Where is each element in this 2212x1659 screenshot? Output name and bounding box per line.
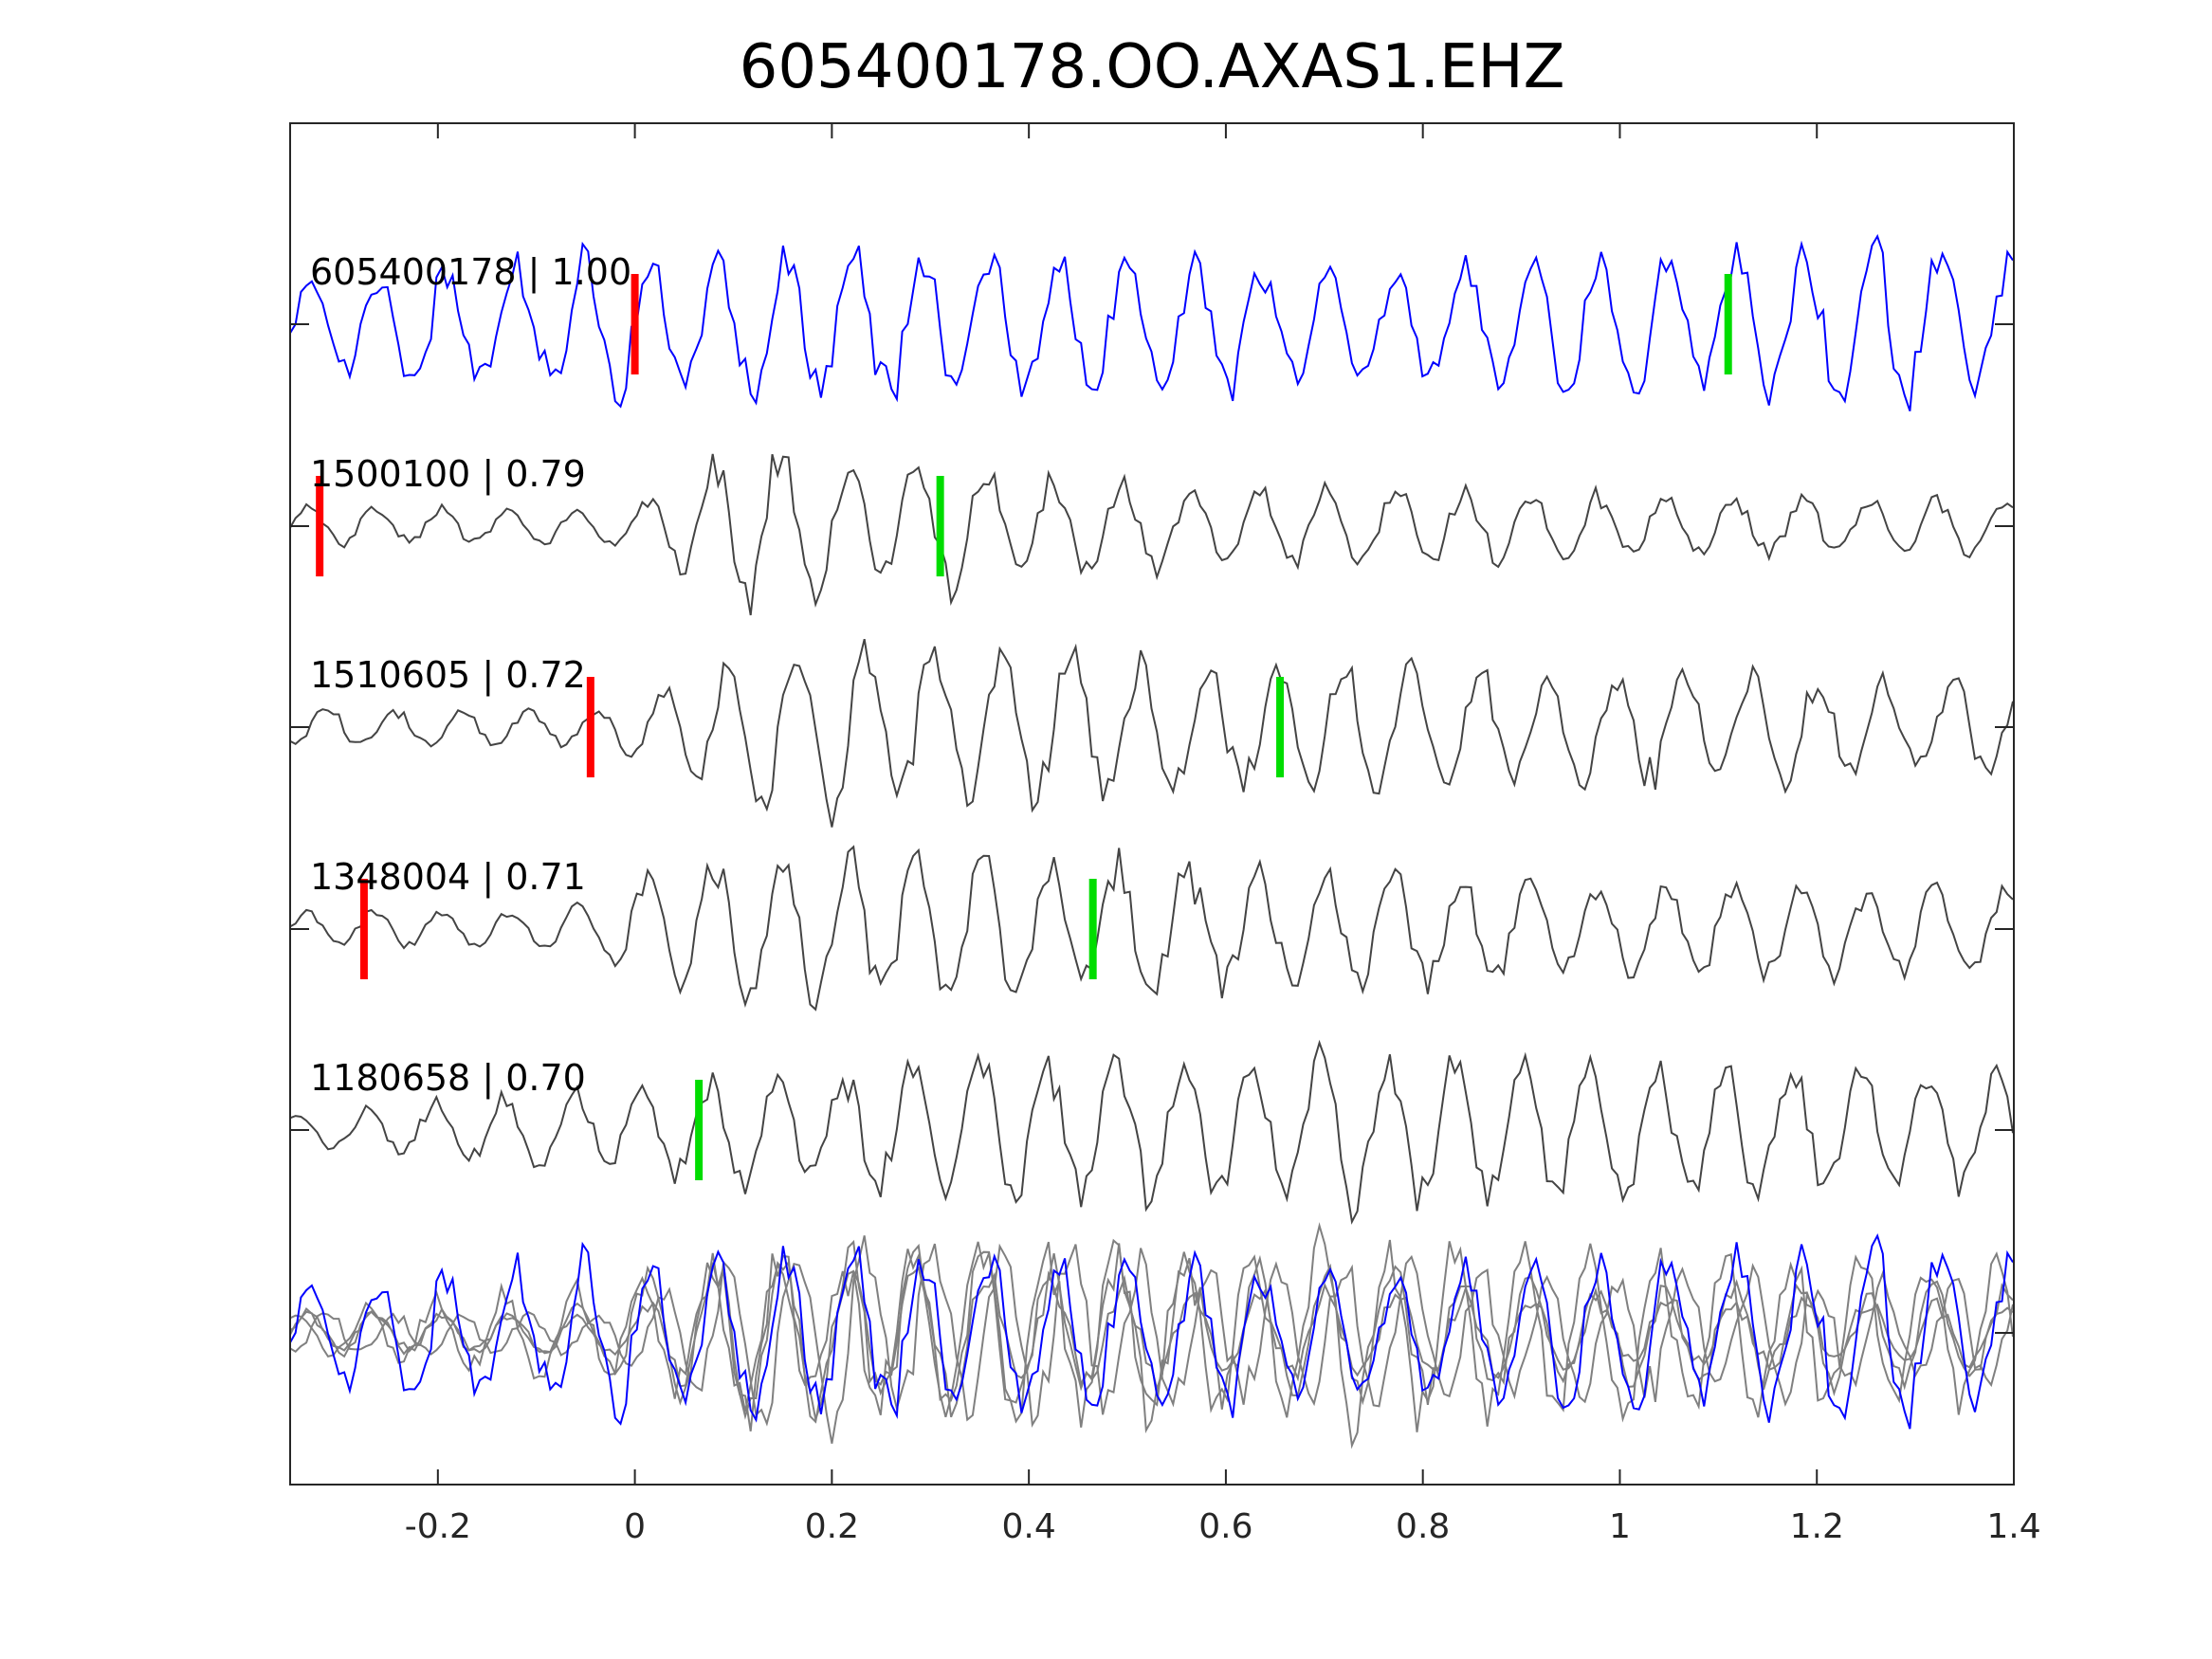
overlay-trace-line — [289, 1222, 2014, 1449]
x-tick-label: 1.4 — [1986, 1507, 2040, 1546]
s-pick-marker — [1724, 274, 1732, 374]
trace-labels: 605400178 | 1.00 1500100 | 0.79 1510605 | … — [310, 251, 631, 1100]
trace-line — [289, 1039, 2014, 1225]
chart-title: 605400178.OO.AXAS1.EHZ — [740, 32, 1565, 102]
trace-line — [289, 453, 2014, 616]
x-tick-label: 0.8 — [1396, 1507, 1450, 1546]
x-tick-label: 0.2 — [805, 1507, 859, 1546]
s-pick-marker — [695, 1080, 704, 1180]
x-tick-label: 0 — [624, 1507, 646, 1546]
overlay-trace-line — [289, 1235, 2014, 1444]
x-tick-label: -0.2 — [405, 1507, 471, 1546]
plot-frame — [289, 122, 2015, 1486]
trace-label: 1510605 | 0.72 — [310, 654, 586, 697]
p-pick-marker — [631, 274, 639, 374]
s-pick-marker — [1088, 879, 1097, 979]
trace-line — [289, 845, 2014, 1012]
trace-label: 1348004 | 0.71 — [310, 856, 586, 899]
x-tick-label: 0.6 — [1198, 1507, 1252, 1546]
traces-group — [289, 233, 2014, 1449]
p-pick-marker — [359, 879, 368, 979]
picks-group — [316, 274, 1732, 1180]
trace-label: 1180658 | 0.70 — [310, 1057, 586, 1100]
overlay-trace-line — [289, 1233, 2014, 1430]
p-pick-marker — [586, 677, 594, 777]
s-pick-marker — [1276, 677, 1285, 777]
x-tick-label: 1.2 — [1790, 1507, 1844, 1546]
x-axis: -0.2 0 0.2 0.4 0.6 0.8 1 1.2 1.4 — [290, 123, 2041, 1546]
x-tick-label: 0.4 — [1002, 1507, 1056, 1546]
trace-line — [289, 638, 2014, 828]
p-pick-marker — [316, 476, 324, 576]
x-tick-label: 1 — [1609, 1507, 1631, 1546]
trace-label: 1500100 | 0.79 — [310, 453, 586, 496]
trace-label: 605400178 | 1.00 — [310, 251, 631, 294]
s-pick-marker — [936, 476, 944, 576]
